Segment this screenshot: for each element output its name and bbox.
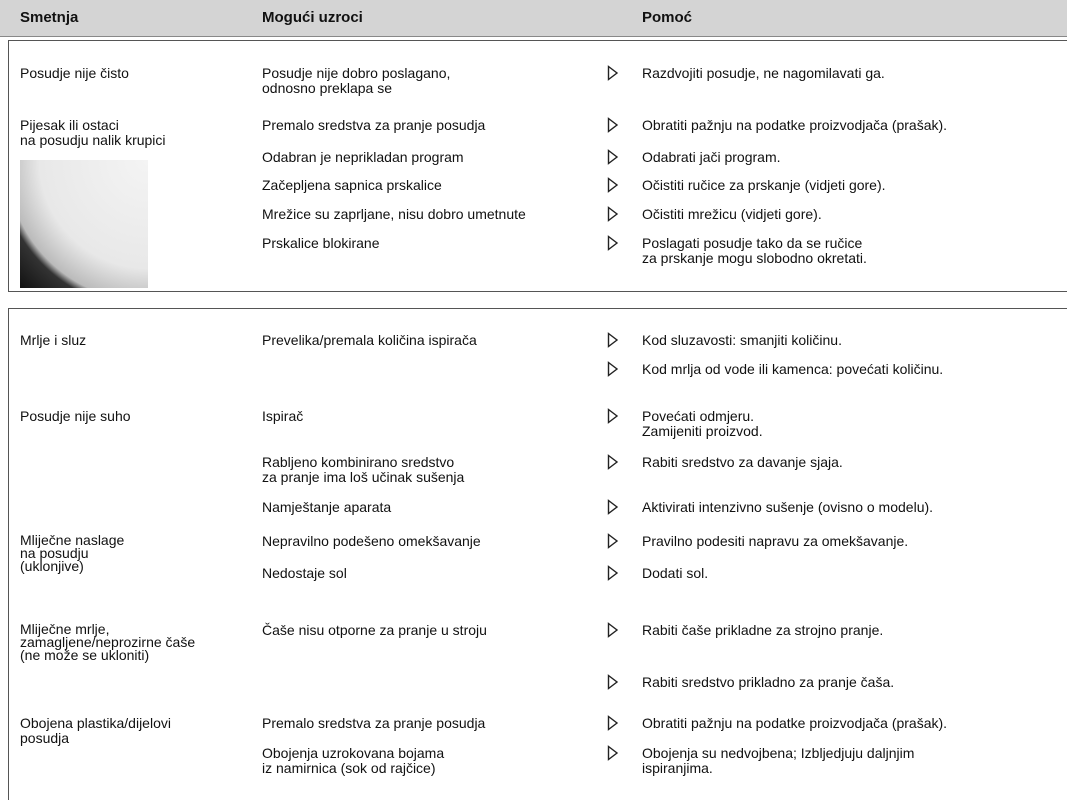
cause-text: Prskalice blokirane	[262, 235, 380, 251]
remedy-text: Povećati odmjeru. Zamijeniti proizvod.	[642, 408, 763, 439]
remedy-text: Odabrati jači program.	[642, 149, 781, 165]
cause-text: Premalo sredstva za pranje posudja	[262, 117, 486, 133]
cause-text: Posudje nije dobro poslagano, odnosno pr…	[262, 65, 451, 96]
cause-text: Čaše nisu otporne za pranje u stroju	[262, 622, 487, 638]
remedy-text: Kod sluzavosti: smanjiti količinu.	[642, 332, 842, 348]
arrow-icon	[607, 332, 619, 348]
cause-text: Nedostaje sol	[262, 565, 347, 581]
arrow-icon	[607, 408, 619, 424]
dish-photo	[20, 160, 148, 288]
remedy-text: Očistiti mrežicu (vidjeti gore).	[642, 206, 822, 222]
remedy-text: Rabiti sredstvo prikladno za pranje čaša…	[642, 674, 895, 690]
remedy-text: Pravilno podesiti napravu za omekšavanje…	[642, 533, 909, 549]
cause-text: Mrežice su zaprljane, nisu dobro umetnut…	[262, 206, 526, 222]
arrow-icon	[607, 533, 619, 549]
remedy-text: Očistiti ručice za prskanje (vidjeti gor…	[642, 177, 886, 193]
cause-text: Obojenja uzrokovana bojama iz namirnica …	[262, 745, 445, 776]
problem-text: Pijesak ili ostaci na posudju nalik krup…	[20, 117, 166, 148]
cause-text: Začepljena sapnica prskalice	[262, 177, 442, 193]
remedy-text: Rabiti sredstvo za davanje sjaja.	[642, 454, 843, 470]
arrow-icon	[607, 361, 619, 377]
arrow-icon	[607, 622, 619, 638]
header-remedy: Pomoć	[642, 9, 693, 26]
remedy-text: Rabiti čaše prikladne za strojno pranje.	[642, 622, 884, 638]
arrow-icon	[607, 454, 619, 470]
header-cause: Mogući uzroci	[262, 9, 363, 26]
cause-text: Namještanje aparata	[262, 499, 392, 515]
remedy-text: Dodati sol.	[642, 565, 709, 581]
arrow-icon	[607, 117, 619, 133]
section-box	[8, 308, 1067, 800]
arrow-icon	[607, 65, 619, 81]
arrow-icon	[607, 674, 619, 690]
problem-text: Obojena plastika/dijelovi posudja	[20, 715, 171, 746]
arrow-icon	[607, 149, 619, 165]
remedy-text: Obratiti pažnju na podatke proizvodjača …	[642, 117, 948, 133]
header-problem: Smetnja	[20, 9, 79, 26]
problem-text: Mliječne naslage na posudju (uklonjive)	[20, 532, 125, 574]
remedy-text: Obojenja su nedvojbena; Izbljedjuju dalj…	[642, 745, 915, 776]
cause-text: Ispirač	[262, 408, 304, 424]
problem-text: Mliječne mrlje, zamagljene/neprozirne ča…	[20, 621, 196, 663]
arrow-icon	[607, 565, 619, 581]
remedy-text: Poslagati posudje tako da se ručice za p…	[642, 235, 867, 266]
cause-text: Rabljeno kombinirano sredstvo za pranje …	[262, 454, 465, 485]
remedy-text: Obratiti pažnju na podatke proizvodjača …	[642, 715, 948, 731]
arrow-icon	[607, 177, 619, 193]
arrow-icon	[607, 206, 619, 222]
arrow-icon	[607, 499, 619, 515]
problem-text: Posudje nije suho	[20, 408, 131, 424]
arrow-icon	[607, 745, 619, 761]
arrow-icon	[607, 715, 619, 731]
problem-text: Mrlje i sluz	[20, 332, 87, 348]
remedy-text: Aktivirati intenzivno sušenje (ovisno o …	[642, 499, 934, 515]
remedy-text: Razdvojiti posudje, ne nagomilavati ga.	[642, 65, 885, 81]
remedy-text: Kod mrlja od vode ili kamenca: povećati …	[642, 361, 944, 377]
section-box	[8, 40, 1067, 292]
cause-text: Prevelika/premala količina ispirača	[262, 332, 477, 348]
cause-text: Premalo sredstva za pranje posudja	[262, 715, 486, 731]
cause-text: Odabran je neprikladan program	[262, 149, 464, 165]
problem-text: Posudje nije čisto	[20, 65, 129, 81]
cause-text: Nepravilno podešeno omekšavanje	[262, 533, 481, 549]
arrow-icon	[607, 235, 619, 251]
header-bar: Smetnja Mogući uzroci Pomoć	[0, 0, 1067, 37]
